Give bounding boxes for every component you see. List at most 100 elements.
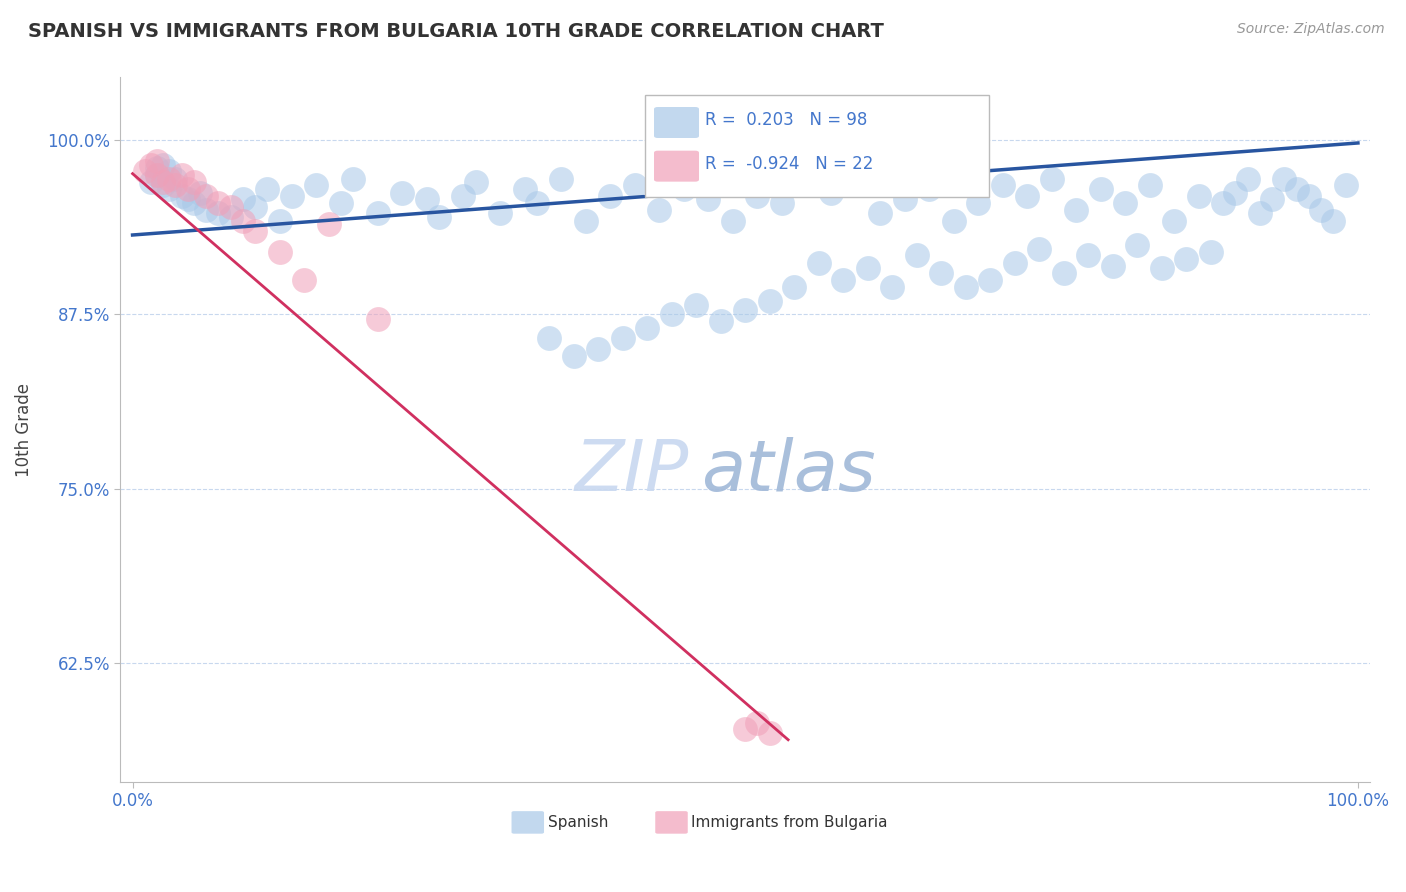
Point bbox=[599, 189, 621, 203]
Point bbox=[1163, 214, 1185, 228]
Point bbox=[139, 158, 162, 172]
Point bbox=[869, 205, 891, 219]
Point bbox=[1004, 256, 1026, 270]
Point bbox=[1188, 189, 1211, 203]
Point bbox=[146, 168, 169, 182]
Point bbox=[758, 293, 780, 308]
FancyBboxPatch shape bbox=[654, 107, 699, 138]
Point bbox=[427, 210, 450, 224]
Point bbox=[188, 186, 211, 201]
Point bbox=[269, 244, 291, 259]
Point bbox=[586, 343, 609, 357]
Point bbox=[1175, 252, 1198, 266]
Point bbox=[134, 164, 156, 178]
Point bbox=[991, 178, 1014, 192]
Point bbox=[232, 192, 254, 206]
Point bbox=[165, 172, 187, 186]
Point bbox=[176, 182, 198, 196]
Point bbox=[1102, 259, 1125, 273]
Point bbox=[1285, 182, 1308, 196]
Point bbox=[367, 311, 389, 326]
Point bbox=[183, 175, 205, 189]
Point bbox=[710, 314, 733, 328]
Point bbox=[672, 182, 695, 196]
Point bbox=[1053, 266, 1076, 280]
Point bbox=[856, 261, 879, 276]
Point bbox=[1212, 195, 1234, 210]
Point bbox=[489, 205, 512, 219]
Point bbox=[979, 272, 1001, 286]
Point bbox=[1322, 214, 1344, 228]
Point bbox=[243, 200, 266, 214]
Point bbox=[152, 175, 174, 189]
Text: atlas: atlas bbox=[702, 437, 876, 507]
Point bbox=[146, 154, 169, 169]
Point bbox=[758, 725, 780, 739]
Point bbox=[157, 172, 180, 186]
Point bbox=[967, 195, 990, 210]
Point bbox=[464, 175, 486, 189]
Point bbox=[207, 195, 229, 210]
Point bbox=[183, 195, 205, 210]
Point bbox=[453, 189, 475, 203]
Point bbox=[562, 349, 585, 363]
Text: Immigrants from Bulgaria: Immigrants from Bulgaria bbox=[692, 815, 889, 830]
Point bbox=[648, 202, 671, 217]
Text: SPANISH VS IMMIGRANTS FROM BULGARIA 10TH GRADE CORRELATION CHART: SPANISH VS IMMIGRANTS FROM BULGARIA 10TH… bbox=[28, 22, 884, 41]
Point bbox=[636, 321, 658, 335]
Point bbox=[538, 331, 561, 345]
Point bbox=[1249, 205, 1271, 219]
Point bbox=[139, 175, 162, 189]
Point bbox=[1064, 202, 1087, 217]
Point bbox=[1261, 192, 1284, 206]
Point bbox=[146, 168, 169, 182]
Point bbox=[219, 210, 242, 224]
Text: Spanish: Spanish bbox=[548, 815, 609, 830]
Point bbox=[165, 178, 187, 192]
Point bbox=[1150, 261, 1173, 276]
Point bbox=[152, 158, 174, 172]
Point bbox=[526, 195, 548, 210]
Point bbox=[612, 331, 634, 345]
Point bbox=[1199, 244, 1222, 259]
Point bbox=[942, 214, 965, 228]
Point bbox=[170, 189, 193, 203]
Point bbox=[820, 186, 842, 201]
Y-axis label: 10th Grade: 10th Grade bbox=[15, 383, 32, 476]
Point bbox=[513, 182, 536, 196]
Point bbox=[195, 202, 218, 217]
Point bbox=[893, 192, 915, 206]
Point bbox=[176, 192, 198, 206]
Point bbox=[734, 722, 756, 736]
Point bbox=[1298, 189, 1320, 203]
Point bbox=[146, 161, 169, 175]
Point bbox=[807, 256, 830, 270]
Point bbox=[292, 272, 315, 286]
Point bbox=[157, 182, 180, 196]
Point bbox=[796, 178, 818, 192]
Point bbox=[1015, 189, 1038, 203]
Text: R =  0.203   N = 98: R = 0.203 N = 98 bbox=[706, 112, 868, 129]
Point bbox=[770, 195, 793, 210]
Text: R =  -0.924   N = 22: R = -0.924 N = 22 bbox=[706, 155, 873, 173]
Point bbox=[207, 205, 229, 219]
Point bbox=[170, 168, 193, 182]
Point bbox=[1274, 172, 1296, 186]
Point bbox=[929, 266, 952, 280]
Point bbox=[256, 182, 278, 196]
Point bbox=[882, 279, 904, 293]
Text: Source: ZipAtlas.com: Source: ZipAtlas.com bbox=[1237, 22, 1385, 37]
Point bbox=[697, 192, 720, 206]
Point bbox=[1028, 242, 1050, 256]
Point bbox=[783, 279, 806, 293]
FancyBboxPatch shape bbox=[645, 95, 988, 197]
Point bbox=[747, 189, 769, 203]
Point bbox=[624, 178, 647, 192]
FancyBboxPatch shape bbox=[655, 811, 688, 834]
Point bbox=[734, 303, 756, 318]
Text: ZIP: ZIP bbox=[575, 437, 689, 507]
FancyBboxPatch shape bbox=[512, 811, 544, 834]
Point bbox=[721, 214, 744, 228]
Point bbox=[367, 205, 389, 219]
Point bbox=[747, 716, 769, 731]
